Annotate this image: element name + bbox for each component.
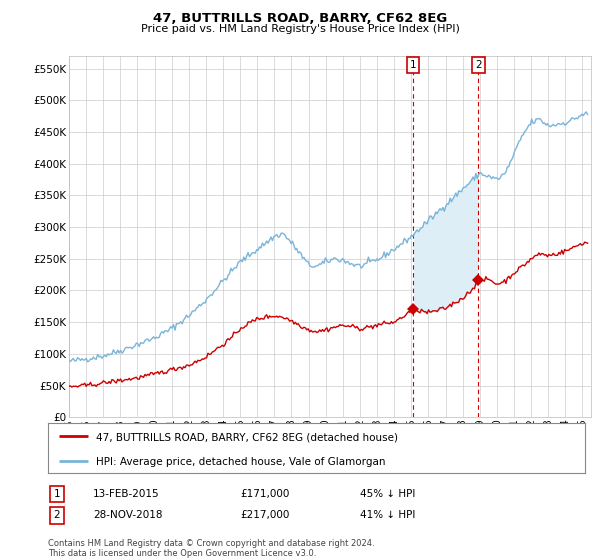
Text: 2: 2 <box>475 60 482 70</box>
Text: 47, BUTTRILLS ROAD, BARRY, CF62 8EG (detached house): 47, BUTTRILLS ROAD, BARRY, CF62 8EG (det… <box>97 433 398 443</box>
Text: £171,000: £171,000 <box>240 489 289 499</box>
Text: Price paid vs. HM Land Registry's House Price Index (HPI): Price paid vs. HM Land Registry's House … <box>140 24 460 34</box>
Text: 28-NOV-2018: 28-NOV-2018 <box>93 510 163 520</box>
Text: 47, BUTTRILLS ROAD, BARRY, CF62 8EG: 47, BUTTRILLS ROAD, BARRY, CF62 8EG <box>153 12 447 25</box>
Text: 1: 1 <box>53 489 61 499</box>
Text: HPI: Average price, detached house, Vale of Glamorgan: HPI: Average price, detached house, Vale… <box>97 457 386 467</box>
Text: £217,000: £217,000 <box>240 510 289 520</box>
Text: 13-FEB-2015: 13-FEB-2015 <box>93 489 160 499</box>
Text: 41% ↓ HPI: 41% ↓ HPI <box>360 510 415 520</box>
Text: Contains HM Land Registry data © Crown copyright and database right 2024.
This d: Contains HM Land Registry data © Crown c… <box>48 539 374 558</box>
Text: 1: 1 <box>410 60 416 70</box>
Text: 2: 2 <box>53 510 61 520</box>
Text: 45% ↓ HPI: 45% ↓ HPI <box>360 489 415 499</box>
